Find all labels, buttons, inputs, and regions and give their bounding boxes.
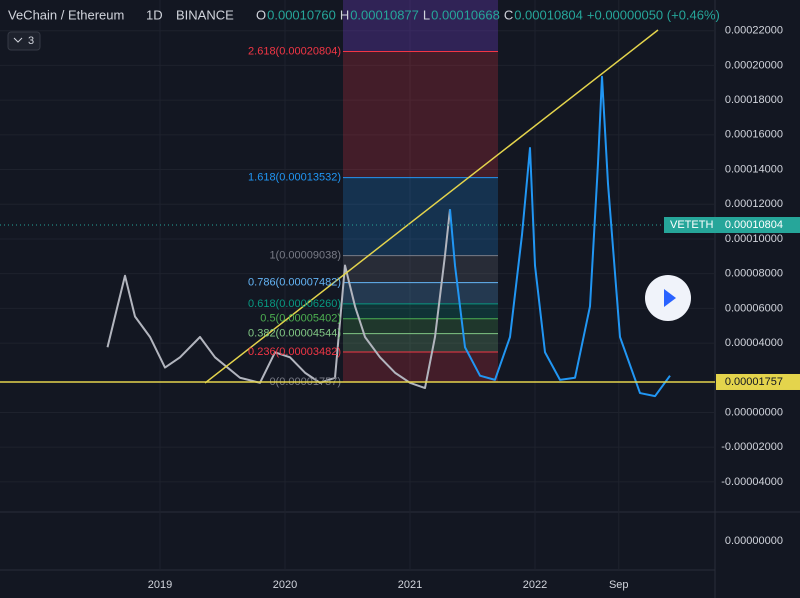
fib-band xyxy=(343,177,498,256)
last-price-tag xyxy=(664,216,800,233)
y-tick-label: 0.00010000 xyxy=(725,233,783,245)
indicator-count: 3 xyxy=(28,35,34,47)
ohlc-key: O xyxy=(256,7,266,22)
header: VeChain / Ethereum 1D BINANCE O 0.0001076… xyxy=(7,7,720,51)
fib-band xyxy=(343,255,498,283)
fib-band xyxy=(343,0,498,52)
fib-label: 1.618(0.00013532) xyxy=(248,172,341,184)
price-line xyxy=(449,75,671,398)
x-tick-label: 2021 xyxy=(398,579,422,591)
fib-band xyxy=(343,303,498,319)
x-tick-label: 2019 xyxy=(148,579,172,591)
ohlc-value: 0.00010760 xyxy=(267,7,336,22)
lower-pane-tick-label: 0.00000000 xyxy=(725,535,783,547)
fib-label: 1(0.00009038) xyxy=(269,250,341,262)
x-tick-label: 2020 xyxy=(273,579,297,591)
ohlc-key: L xyxy=(423,7,430,22)
fib-label: 0.786(0.00007482) xyxy=(248,277,341,289)
last-price-symbol: VETETH xyxy=(670,219,713,231)
symbol: VeChain / Ethereum xyxy=(8,7,124,22)
y-tick-label: 0.00022000 xyxy=(725,25,783,37)
x-tick-label: 2022 xyxy=(523,579,547,591)
chevron-icon xyxy=(13,37,23,43)
replay-button[interactable] xyxy=(645,275,691,321)
fib-label: 0.618(0.00006260) xyxy=(248,298,341,310)
y-tick-label: 0.00016000 xyxy=(725,129,783,141)
fib-band xyxy=(343,51,498,178)
last-price-label: 0.00010804 xyxy=(725,219,783,231)
ohlc-value: 0.00010877 xyxy=(350,7,419,22)
fib-band xyxy=(343,282,498,304)
y-tick-label: -0.00002000 xyxy=(721,441,783,453)
y-tick-label: 0.00014000 xyxy=(725,163,783,175)
fib-label: 0.5(0.00005402) xyxy=(260,313,341,325)
plot-area xyxy=(0,0,715,570)
ohlc-key: H xyxy=(340,7,349,22)
price-change: +0.00000050 (+0.46%) xyxy=(587,7,720,22)
interval: 1D xyxy=(146,7,163,22)
exchange: BINANCE xyxy=(176,7,234,22)
fib-band xyxy=(343,318,498,334)
fib-label: 0.236(0.00003482) xyxy=(248,346,341,358)
x-tick-label: Sep xyxy=(609,579,629,591)
ohlc-key: C xyxy=(504,7,513,22)
fib-label: 0.382(0.00004544) xyxy=(248,328,341,340)
y-tick-label: 0.00004000 xyxy=(725,337,783,349)
ohlc-value: 0.00010668 xyxy=(431,7,500,22)
y-tick-label: 0.00008000 xyxy=(725,268,783,280)
ohlc-value: 0.00010804 xyxy=(514,7,583,22)
y-tick-label: -0.00004000 xyxy=(721,476,783,488)
support-tag-label: 0.00001757 xyxy=(725,376,783,388)
fib-band xyxy=(343,352,498,382)
trend-line[interactable] xyxy=(204,29,659,384)
ohlc: O 0.00010760 H 0.00010877 L 0.00010668 C 0.0001… xyxy=(256,7,720,22)
price-line xyxy=(106,209,451,390)
support-tag xyxy=(716,373,800,390)
fib-band xyxy=(343,333,498,353)
y-tick-label: 0.00000000 xyxy=(725,406,783,418)
fib-label: 2.618(0.00020804) xyxy=(248,45,341,57)
y-tick-label: 0.00020000 xyxy=(725,59,783,71)
y-tick-label: 0.00006000 xyxy=(725,302,783,314)
y-tick-label: 0.00012000 xyxy=(725,198,783,210)
indicator-toggle[interactable] xyxy=(7,31,41,51)
y-tick-label: 0.00018000 xyxy=(725,94,783,106)
play-icon xyxy=(664,289,676,307)
